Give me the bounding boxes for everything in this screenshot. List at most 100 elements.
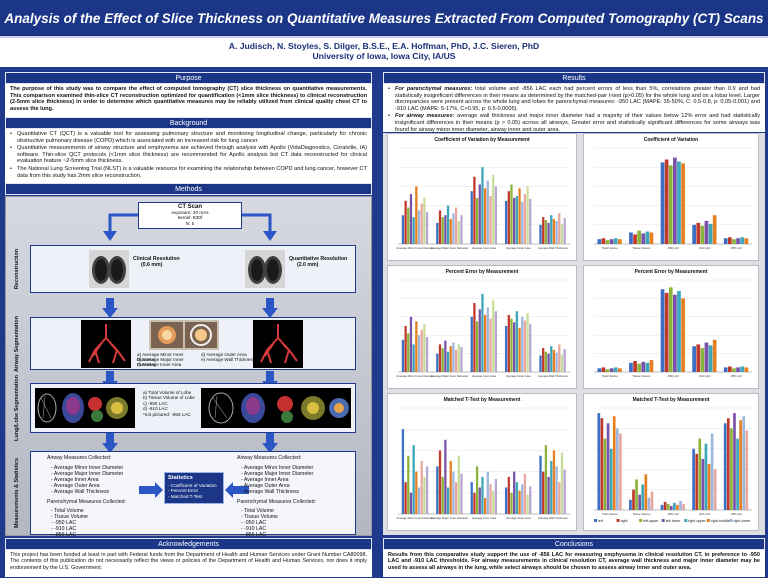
bar <box>412 217 415 244</box>
bar <box>727 366 732 372</box>
category-label: Average Wall Thickness <box>538 374 568 378</box>
bar <box>481 476 484 514</box>
paren-measure: - Total Volume <box>51 508 84 514</box>
stage-label-airway: Airway Segmentation <box>14 315 20 372</box>
category-label: Average Inner Area <box>472 516 496 520</box>
lung-ct-image-quantitative <box>245 250 285 288</box>
bar <box>460 215 463 244</box>
paren-measures-heading: Parenchymal Measures Collected: <box>47 499 127 505</box>
lung-lobe-images-left <box>35 388 135 428</box>
category-label: -910 LAC <box>699 246 711 250</box>
category-label: Tissue Volume <box>632 374 651 378</box>
bar <box>723 423 727 510</box>
statistics-title: Statistics <box>168 475 193 481</box>
bar <box>666 503 670 510</box>
bar <box>677 291 681 372</box>
bar <box>603 438 607 510</box>
bar <box>513 197 516 244</box>
category-label: Total Volume <box>602 246 618 250</box>
lung-lobe-images-right <box>201 388 351 428</box>
bar <box>629 232 633 244</box>
legend-label: right-upper <box>688 519 706 523</box>
bar <box>470 191 473 244</box>
bar <box>521 201 524 244</box>
bar <box>415 321 418 372</box>
bar <box>558 344 561 372</box>
bar <box>708 345 713 372</box>
bar <box>736 438 739 510</box>
bar <box>605 369 610 372</box>
bar <box>692 346 696 372</box>
bar <box>647 497 651 510</box>
bar <box>446 487 450 514</box>
bar <box>660 289 665 372</box>
conclusions-text: Results from this comparative study supp… <box>383 550 765 577</box>
bar <box>484 314 487 372</box>
bar <box>513 322 516 372</box>
bar <box>708 223 713 244</box>
bar <box>481 293 484 372</box>
airway-legend-item: e) Average Wall Thickness <box>201 357 256 362</box>
bar <box>637 363 641 372</box>
bar <box>663 501 667 510</box>
bar <box>436 353 439 372</box>
bar <box>641 361 646 372</box>
legend-swatch <box>616 519 620 522</box>
bar <box>673 294 677 372</box>
legend-label: right-lower <box>733 519 751 523</box>
bar <box>645 231 650 244</box>
bar <box>407 207 410 244</box>
bar <box>423 197 426 244</box>
bar <box>732 239 736 244</box>
methods-heading: Methods <box>5 183 372 195</box>
background-item: Quantitative measurements of airway stru… <box>10 145 367 165</box>
bar <box>473 492 476 514</box>
chart-title: Percent Error by Measurement <box>634 269 708 275</box>
bar <box>542 471 545 514</box>
airway-cross-section-image <box>149 320 219 350</box>
conclusions-heading: Conclusions <box>383 538 765 550</box>
chart-pe-paren: Percent Error by Measurement Total Volum… <box>583 265 759 389</box>
bar <box>618 239 622 244</box>
lobe-legend-item: d) -910 LAC <box>143 406 168 412</box>
bar <box>677 161 681 244</box>
bar <box>449 219 452 244</box>
airway-legend-item: b) Average Major Inner Diameter <box>137 357 184 368</box>
bar <box>744 238 749 244</box>
paren-measure: - -856 LAC <box>241 532 267 538</box>
bar <box>668 165 673 244</box>
category-label: -910 LAC <box>699 512 711 516</box>
bar <box>704 342 709 372</box>
bar <box>692 448 695 510</box>
bar <box>660 162 665 244</box>
lobe-legend-item: *not pictured: -856 LAC <box>143 411 191 417</box>
bar <box>673 157 677 244</box>
category-label: Total Volume <box>602 374 618 378</box>
category-label: Average Minor Inner Diameter <box>396 516 433 520</box>
bar <box>478 487 481 514</box>
background-heading: Background <box>5 117 372 129</box>
bar <box>521 484 524 514</box>
bar <box>560 354 564 372</box>
bar <box>492 300 495 372</box>
bar <box>420 329 423 372</box>
statistics-item: - Matched T-Test <box>168 493 203 499</box>
results-list: For parenchymal measures: total volume a… <box>388 86 760 133</box>
bar <box>704 220 709 244</box>
stage-label-measurements: Measurements & Statistics <box>14 458 20 528</box>
bar <box>692 224 696 244</box>
bar <box>401 429 405 514</box>
bar <box>470 316 473 372</box>
bar <box>637 230 641 244</box>
bar <box>597 413 601 510</box>
bar <box>563 469 566 514</box>
bar-chart-svg: Total Volume Tissue Volume -950 LAC -910 LA… <box>594 147 752 250</box>
legend-swatch <box>661 519 665 522</box>
bar <box>710 433 714 510</box>
bar <box>425 212 429 244</box>
bar <box>707 464 711 510</box>
background-item: The National Lung Screening Trial (NLST)… <box>10 166 367 179</box>
bar <box>619 433 622 510</box>
bar <box>673 502 676 510</box>
